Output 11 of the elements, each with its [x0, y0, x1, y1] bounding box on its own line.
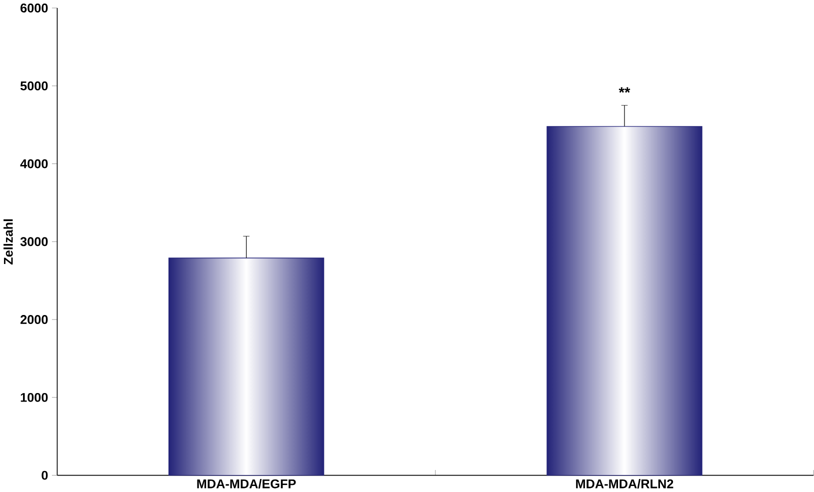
x-tick-label: MDA-MDA/EGFP [197, 479, 296, 488]
annotation: ** [618, 87, 630, 93]
y-tick-label: 0 [42, 470, 48, 480]
x-tick-label: MDA-MDA/RLN2 [576, 479, 674, 488]
y-tick-label: 5000 [20, 81, 48, 90]
y-axis-title: Zellzahl [4, 219, 13, 264]
y-tick-label: 6000 [20, 4, 48, 12]
y-tick-label: 1000 [20, 392, 48, 402]
y-tick-label: 4000 [20, 159, 48, 168]
y-tick-label: 2000 [20, 315, 48, 324]
y-tick-label: 3000 [20, 237, 48, 246]
